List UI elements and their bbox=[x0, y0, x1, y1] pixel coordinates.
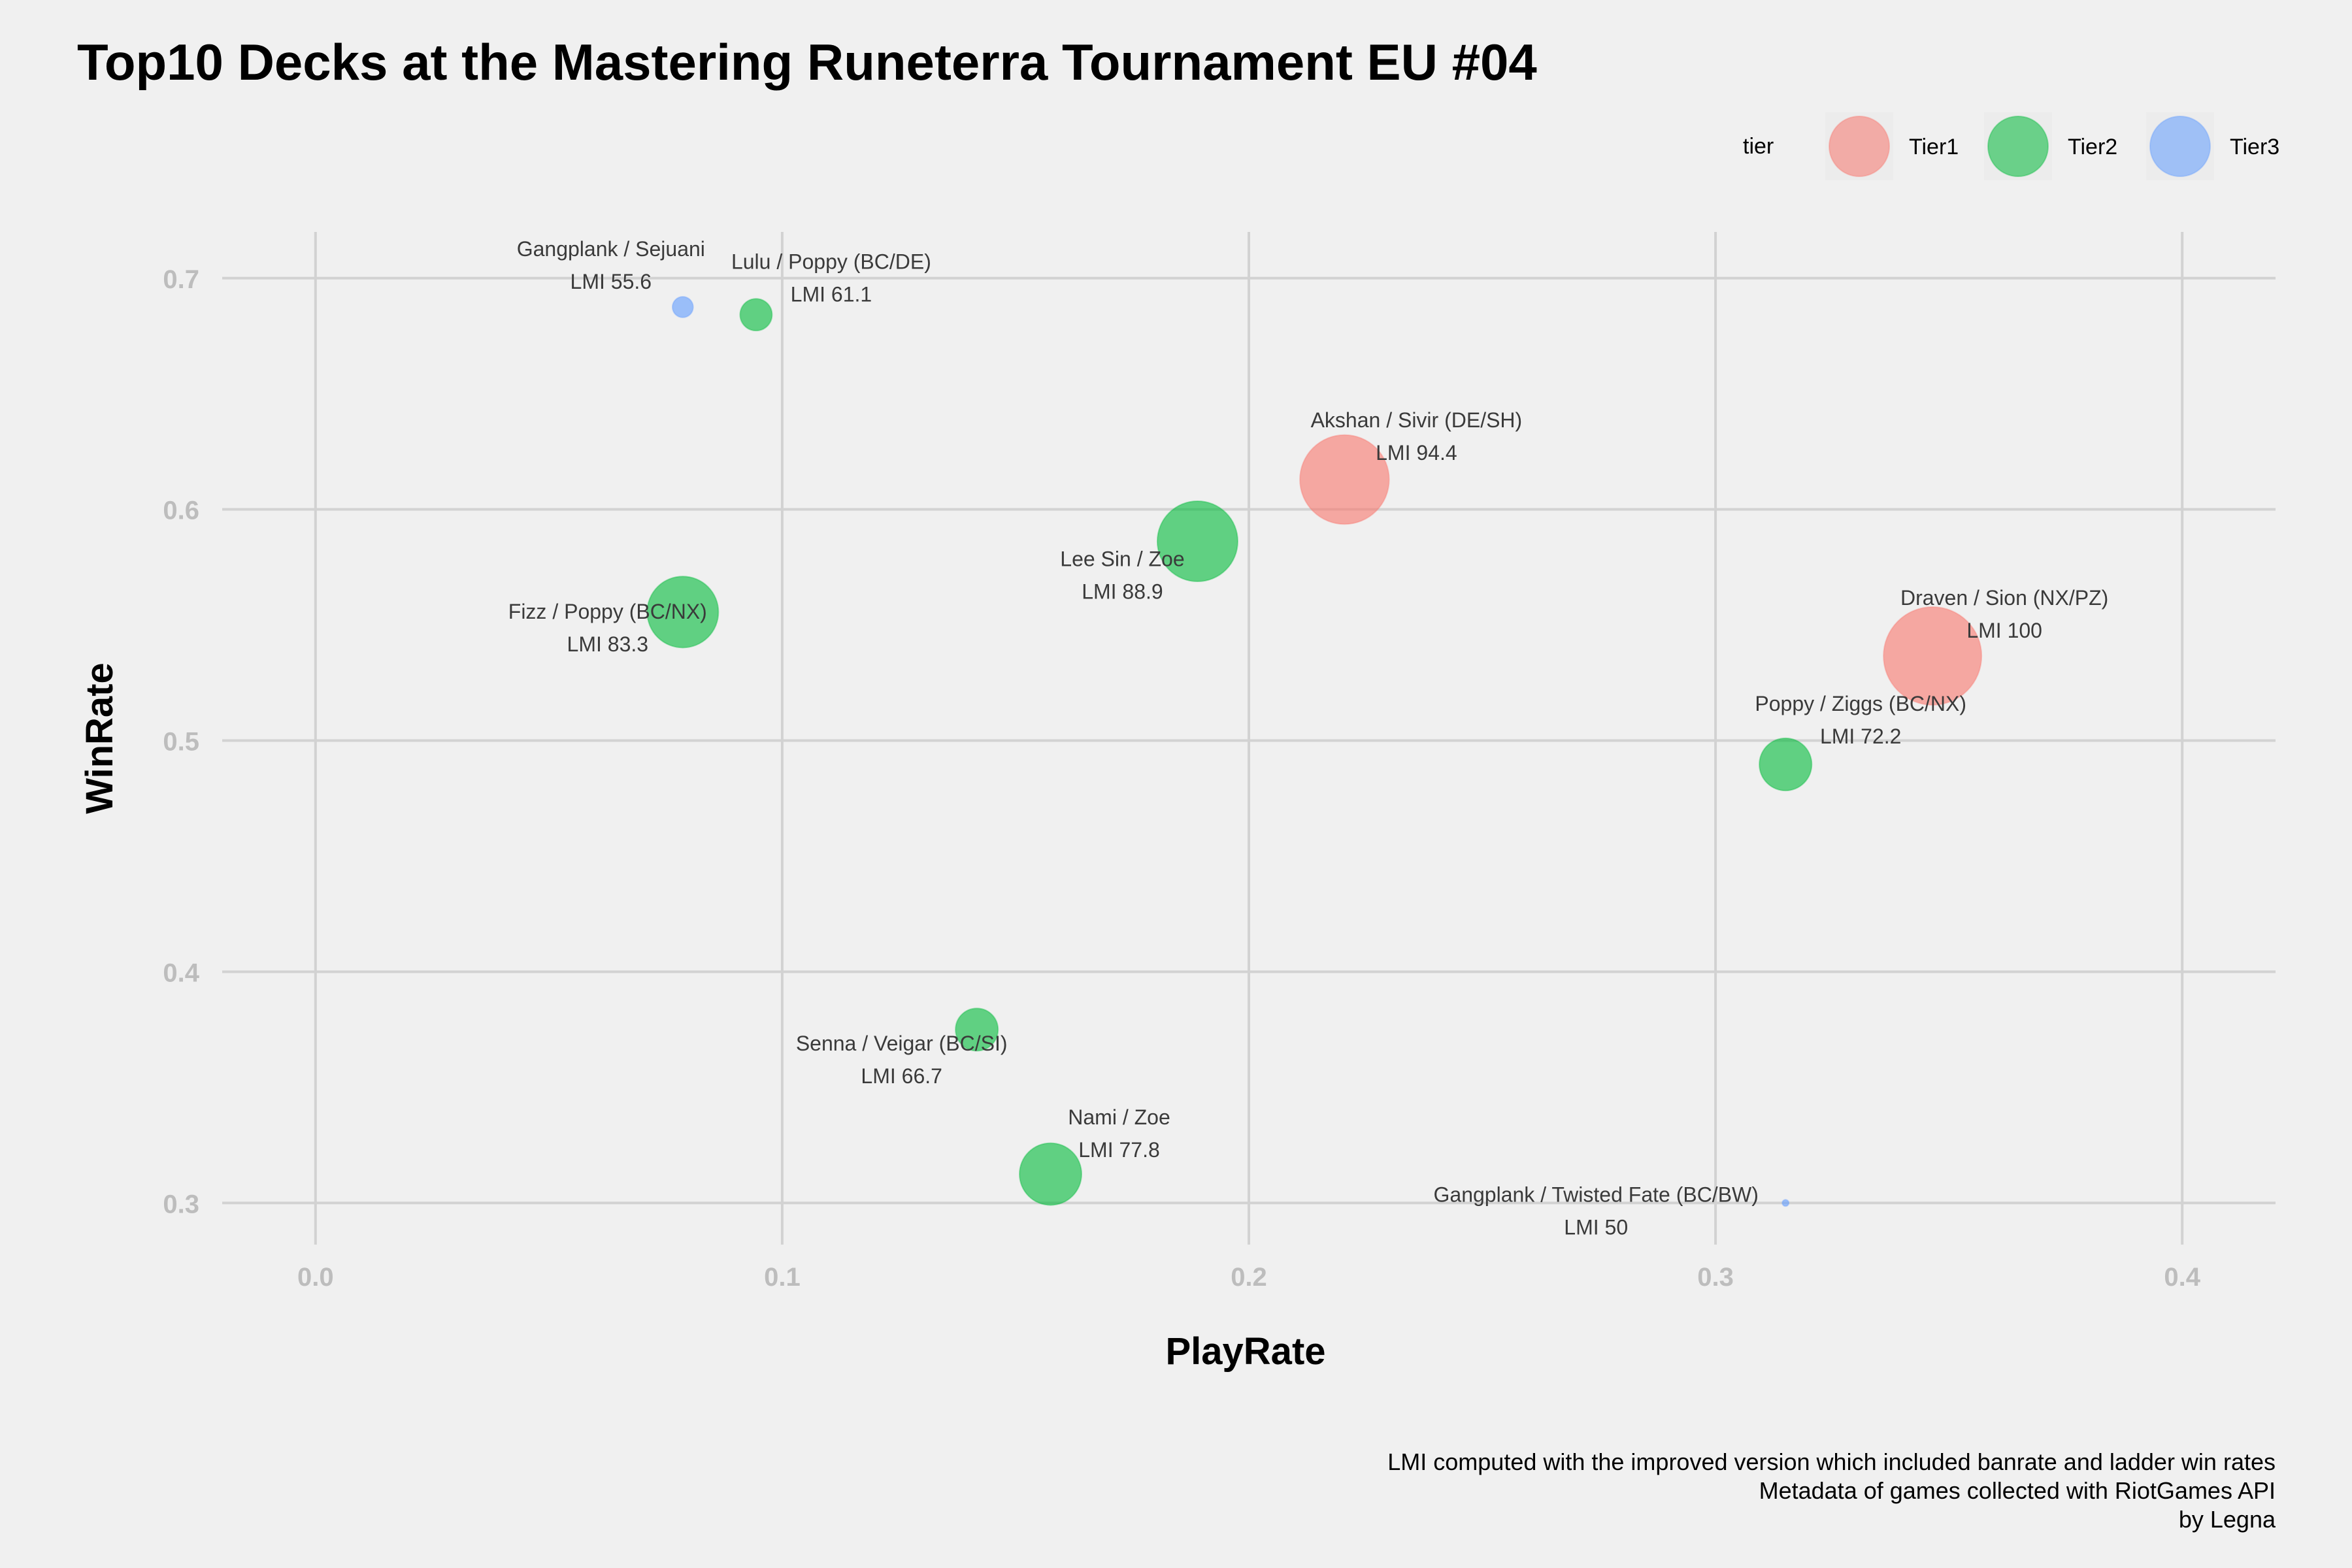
point-label-name: Senna / Veigar (BC/SI) bbox=[796, 1032, 1008, 1055]
point-label-name: Gangplank / Sejuani bbox=[517, 237, 705, 261]
y-tick-label: 0.4 bbox=[163, 958, 199, 987]
legend: tier Tier1 Tier2 Tier3 bbox=[1743, 112, 2279, 180]
point-label-name: Draven / Sion (NX/PZ) bbox=[1900, 586, 2108, 610]
point-label-name: Fizz / Poppy (BC/NX) bbox=[508, 600, 707, 623]
y-axis-ticks: 0.3 0.4 0.5 0.6 0.7 bbox=[163, 265, 199, 1219]
x-tick-label: 0.1 bbox=[764, 1263, 801, 1292]
x-tick-label: 0.2 bbox=[1231, 1263, 1267, 1292]
y-axis-title: WinRate bbox=[78, 662, 121, 814]
caption-line: Metadata of games collected with RiotGam… bbox=[1759, 1477, 2276, 1504]
data-point bbox=[955, 1007, 999, 1052]
point-label-name: Lulu / Poppy (BC/DE) bbox=[731, 250, 931, 274]
x-axis-title: PlayRate bbox=[1165, 1330, 1325, 1373]
point-label-name: Nami / Zoe bbox=[1068, 1105, 1170, 1129]
point-label-lmi: LMI 72.2 bbox=[1820, 725, 1902, 748]
y-tick-label: 0.3 bbox=[163, 1190, 199, 1218]
point-label-lmi: LMI 100 bbox=[1966, 619, 2042, 642]
legend-title: tier bbox=[1743, 134, 1774, 159]
point-label-lmi: LMI 55.6 bbox=[571, 270, 652, 293]
legend-label: Tier1 bbox=[1909, 135, 1959, 159]
data-point bbox=[1883, 606, 1983, 706]
legend-key bbox=[1829, 116, 1890, 177]
y-tick-label: 0.7 bbox=[163, 265, 199, 294]
data-point bbox=[1156, 500, 1238, 583]
point-label-name: Akshan / Sivir (DE/SH) bbox=[1311, 408, 1523, 432]
point-label-lmi: LMI 66.7 bbox=[861, 1064, 942, 1088]
point-labels: Gangplank / Sejuani LMI 55.6 Lulu / Poppy … bbox=[508, 237, 2109, 1239]
legend-key bbox=[2149, 116, 2211, 177]
data-point bbox=[739, 298, 773, 332]
x-tick-label: 0.3 bbox=[1697, 1263, 1734, 1292]
data-points bbox=[646, 296, 1983, 1207]
gridlines bbox=[222, 232, 2276, 1245]
data-point bbox=[1781, 1199, 1790, 1207]
point-label-name: Lee Sin / Zoe bbox=[1060, 547, 1184, 570]
point-label-lmi: LMI 50 bbox=[1564, 1215, 1628, 1239]
data-point bbox=[1019, 1142, 1083, 1206]
point-label-lmi: LMI 83.3 bbox=[567, 632, 649, 656]
x-axis-ticks: 0.0 0.1 0.2 0.3 0.4 bbox=[297, 1263, 2201, 1292]
y-tick-label: 0.6 bbox=[163, 497, 199, 525]
legend-label: Tier2 bbox=[2068, 135, 2117, 159]
point-label-name: Poppy / Ziggs (BC/NX) bbox=[1755, 692, 1966, 715]
caption-line: LMI computed with the improved version w… bbox=[1387, 1448, 2276, 1475]
data-point bbox=[646, 576, 720, 649]
point-label-lmi: LMI 88.9 bbox=[1082, 580, 1163, 603]
chart-title: Top10 Decks at the Mastering Runeterra T… bbox=[77, 33, 1537, 91]
legend-key bbox=[1987, 116, 2049, 177]
point-label-lmi: LMI 94.4 bbox=[1376, 441, 1457, 465]
caption-line: by Legna bbox=[2179, 1506, 2276, 1533]
point-label-lmi: LMI 77.8 bbox=[1078, 1138, 1160, 1162]
point-label-name: Gangplank / Twisted Fate (BC/BW) bbox=[1434, 1183, 1759, 1206]
data-point bbox=[1299, 434, 1390, 525]
x-tick-label: 0.4 bbox=[2164, 1263, 2200, 1292]
data-point bbox=[1759, 737, 1813, 792]
data-point bbox=[671, 296, 694, 318]
y-tick-label: 0.5 bbox=[163, 728, 199, 757]
legend-label: Tier3 bbox=[2230, 135, 2279, 159]
point-label-lmi: LMI 61.1 bbox=[791, 283, 872, 306]
x-tick-label: 0.0 bbox=[297, 1263, 334, 1292]
caption: LMI computed with the improved version w… bbox=[1387, 1448, 2276, 1533]
